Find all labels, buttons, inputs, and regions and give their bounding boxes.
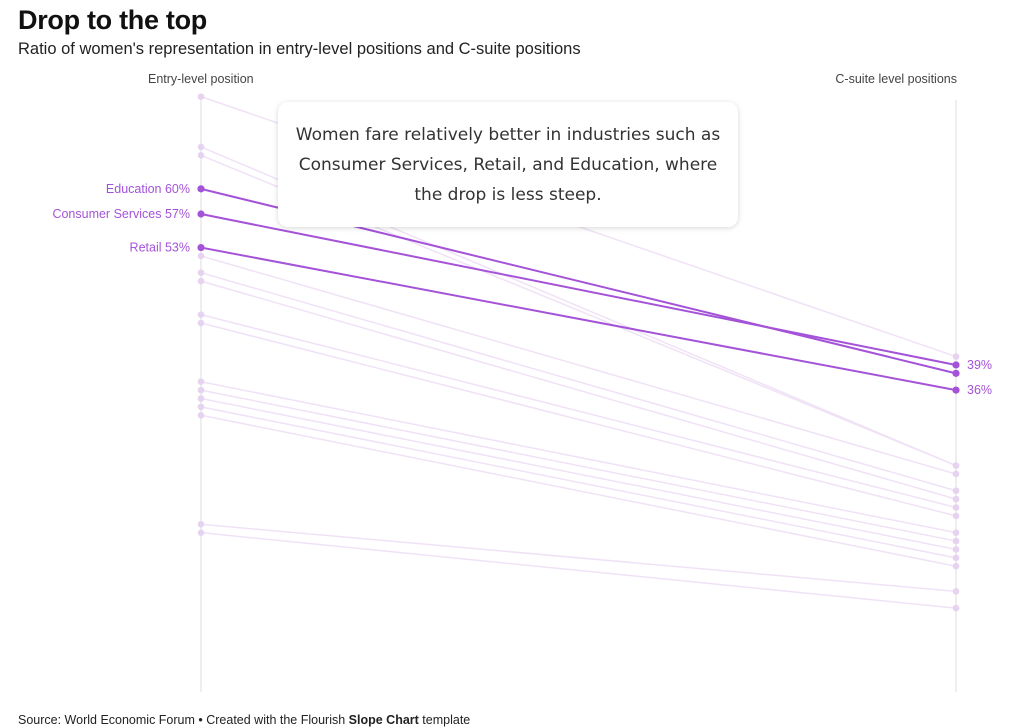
point-entry-muted[interactable]	[197, 93, 205, 100]
chart-subtitle: Ratio of women's representation in entry…	[18, 40, 581, 58]
point-entry-muted[interactable]	[197, 269, 205, 277]
label-entry-retail: Retail 53%	[130, 241, 190, 255]
series-line-muted[interactable]	[200, 271, 957, 492]
label-entry-education: Education 60%	[106, 182, 190, 196]
series-line-muted[interactable]	[200, 313, 957, 509]
point-entry-muted[interactable]	[197, 403, 205, 411]
point-csuite-muted[interactable]	[952, 537, 960, 545]
source-suffix: template	[418, 713, 471, 727]
source-prefix: Source: World Economic Forum • Created w…	[18, 713, 349, 727]
point-entry-retail[interactable]	[197, 243, 205, 252]
series-line-consumer-services[interactable]	[200, 213, 957, 366]
point-entry-muted[interactable]	[197, 411, 205, 419]
series-line-muted[interactable]	[200, 255, 957, 475]
point-csuite-muted[interactable]	[952, 588, 960, 595]
point-csuite-muted[interactable]	[952, 554, 960, 562]
point-csuite-retail[interactable]	[952, 386, 960, 394]
point-entry-muted[interactable]	[197, 311, 205, 318]
point-csuite-muted[interactable]	[952, 495, 960, 503]
point-csuite-muted[interactable]	[952, 462, 960, 469]
series-line-muted[interactable]	[200, 414, 957, 567]
point-entry-muted[interactable]	[197, 277, 205, 285]
series-line-muted[interactable]	[200, 389, 957, 542]
axis-label-c-suite: C-suite level positions	[835, 72, 957, 86]
point-entry-muted[interactable]	[197, 143, 205, 151]
point-entry-muted[interactable]	[197, 378, 205, 386]
template-name-link[interactable]: Slope Chart	[348, 713, 419, 727]
point-csuite-muted[interactable]	[952, 562, 960, 570]
point-entry-muted[interactable]	[197, 386, 205, 394]
highlighted-series-layer: Education 60% Consumer Services 57% 39% Ret…	[52, 182, 992, 397]
point-csuite-muted[interactable]	[952, 546, 960, 553]
series-line-muted[interactable]	[200, 531, 957, 609]
point-csuite-education[interactable]	[952, 369, 960, 377]
point-csuite-muted[interactable]	[952, 504, 960, 511]
label-csuite-consumer-services: 39%	[967, 358, 992, 372]
point-entry-education[interactable]	[197, 185, 205, 193]
point-entry-muted[interactable]	[197, 319, 205, 327]
series-line-retail[interactable]	[200, 246, 957, 392]
series-line-muted[interactable]	[200, 380, 957, 534]
chart-title: Drop to the top	[18, 5, 207, 35]
source-footer: Source: World Economic Forum • Created w…	[18, 713, 470, 727]
point-csuite-muted[interactable]	[952, 512, 960, 520]
label-csuite-retail: 36%	[967, 383, 992, 397]
point-csuite-muted[interactable]	[952, 487, 960, 495]
point-entry-muted[interactable]	[197, 529, 205, 536]
point-entry-consumer-services[interactable]	[197, 210, 205, 218]
label-entry-consumer-services: Consumer Services 57%	[52, 207, 190, 221]
point-entry-muted[interactable]	[197, 520, 205, 528]
series-line-muted[interactable]	[200, 523, 957, 593]
annotation-tooltip: Women fare relatively better in industri…	[278, 102, 738, 227]
point-entry-muted[interactable]	[197, 252, 205, 260]
point-csuite-muted[interactable]	[952, 353, 960, 360]
point-csuite-muted[interactable]	[952, 470, 960, 478]
axis-label-entry-level: Entry-level position	[148, 72, 254, 86]
point-entry-muted[interactable]	[197, 152, 205, 159]
series-line-muted[interactable]	[200, 280, 957, 500]
series-line-muted[interactable]	[200, 406, 957, 559]
series-line-muted[interactable]	[200, 397, 957, 551]
point-csuite-muted[interactable]	[952, 604, 960, 612]
point-csuite-muted[interactable]	[952, 529, 960, 536]
point-entry-muted[interactable]	[197, 395, 205, 402]
point-csuite-consumer-services[interactable]	[952, 361, 960, 369]
series-line-muted[interactable]	[200, 322, 957, 517]
